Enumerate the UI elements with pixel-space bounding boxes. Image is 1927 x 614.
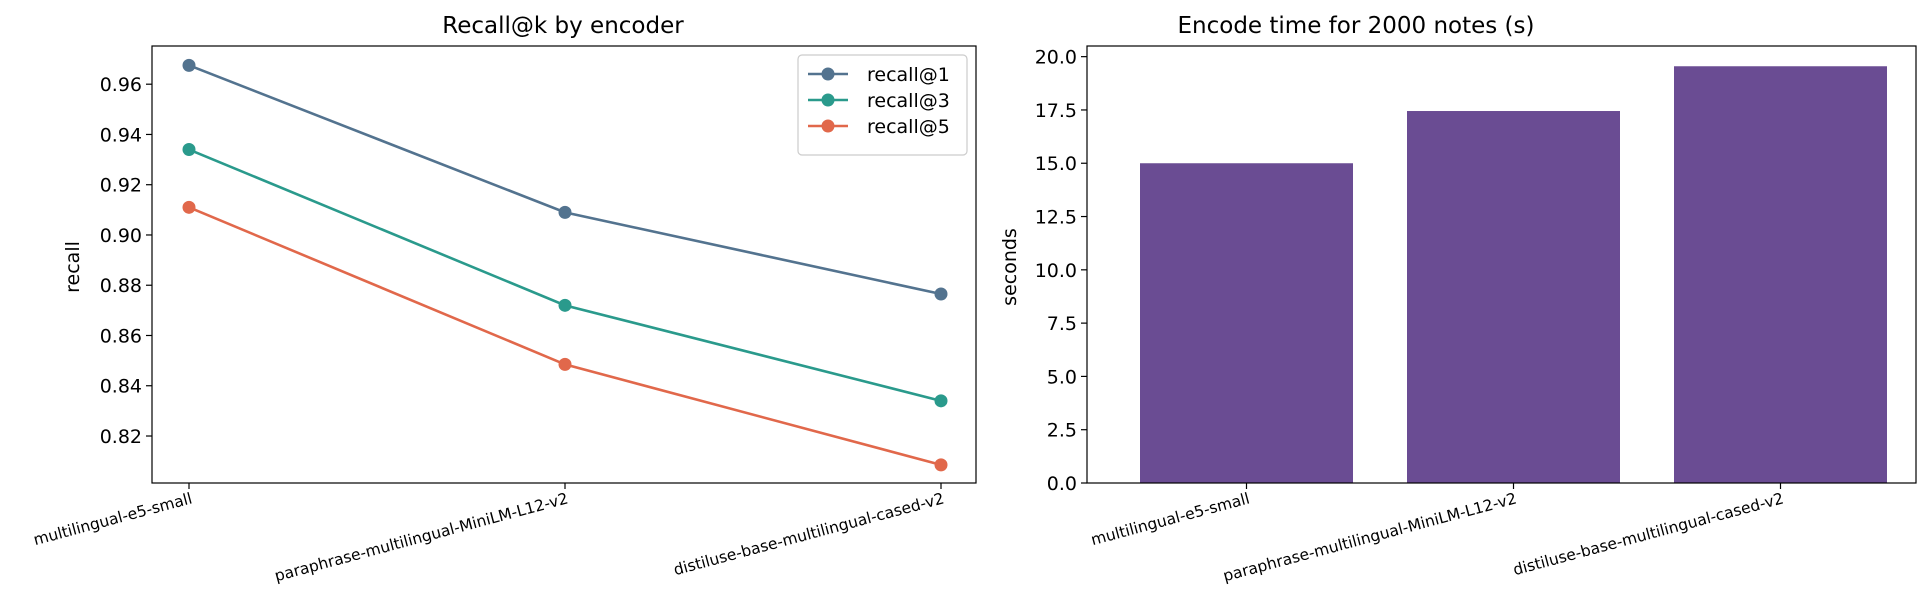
data-point-recall@5 (934, 458, 948, 472)
bar-0 (1140, 163, 1353, 483)
legend-marker-recall@5 (821, 119, 835, 133)
legend-label: recall@3 (867, 90, 950, 112)
y-tick-label: 2.5 (1047, 420, 1077, 442)
y-axis-label: seconds (999, 228, 1021, 306)
y-tick-label: 0.90 (100, 225, 142, 247)
data-point-recall@1 (934, 287, 948, 301)
plot-frame (1086, 45, 1917, 484)
y-tick-label: 7.5 (1047, 313, 1077, 335)
y-axis: 0.82 0.84 0.86 0.88 0.90 0.92 0.94 0.96 (100, 74, 152, 448)
legend-box (797, 54, 968, 156)
data-point-recall@1 (182, 58, 196, 72)
bar-2 (1674, 66, 1887, 483)
chart-title: Encode time for 2000 notes (s) (1178, 13, 1535, 39)
legend: recall@1 recall@3 recall@5 (797, 54, 968, 156)
plot-area (1140, 66, 1887, 483)
data-point-recall@1 (558, 205, 572, 219)
legend-label: recall@1 (867, 64, 950, 86)
chart-title: Recall@k by encoder (442, 13, 684, 39)
y-tick-label: 20.0 (1035, 47, 1077, 69)
y-tick-label: 5.0 (1047, 366, 1077, 388)
y-tick-label: 0.96 (100, 74, 142, 96)
y-tick-label: 10.0 (1035, 260, 1077, 282)
y-tick-label: 0.86 (100, 325, 142, 347)
data-point-recall@5 (182, 200, 196, 214)
y-tick-label: 15.0 (1035, 153, 1077, 175)
legend-marker-recall@1 (821, 67, 835, 81)
plot-frame (151, 45, 977, 484)
y-tick-label: 0.92 (100, 175, 142, 197)
y-tick-label: 12.5 (1035, 207, 1077, 229)
y-tick-label: 17.5 (1035, 100, 1077, 122)
y-tick-label: 0.82 (100, 426, 142, 448)
data-point-recall@3 (934, 394, 948, 408)
y-tick-label: 0.94 (100, 124, 142, 146)
data-point-recall@5 (558, 357, 572, 371)
data-point-recall@3 (558, 298, 572, 312)
y-tick-label: 0.84 (100, 376, 142, 398)
y-tick-label: 0.0 (1047, 473, 1077, 495)
data-point-recall@3 (182, 143, 196, 157)
y-axis: 0.0 2.5 5.0 7.5 10.0 12.5 15.0 17.5 20.0 (1035, 47, 1087, 495)
legend-marker-recall@3 (821, 93, 835, 107)
legend-label: recall@5 (867, 116, 950, 138)
y-tick-label: 0.88 (100, 275, 142, 297)
plot-area (182, 58, 948, 472)
bar-1 (1407, 111, 1620, 483)
y-axis-label: recall (62, 241, 84, 293)
